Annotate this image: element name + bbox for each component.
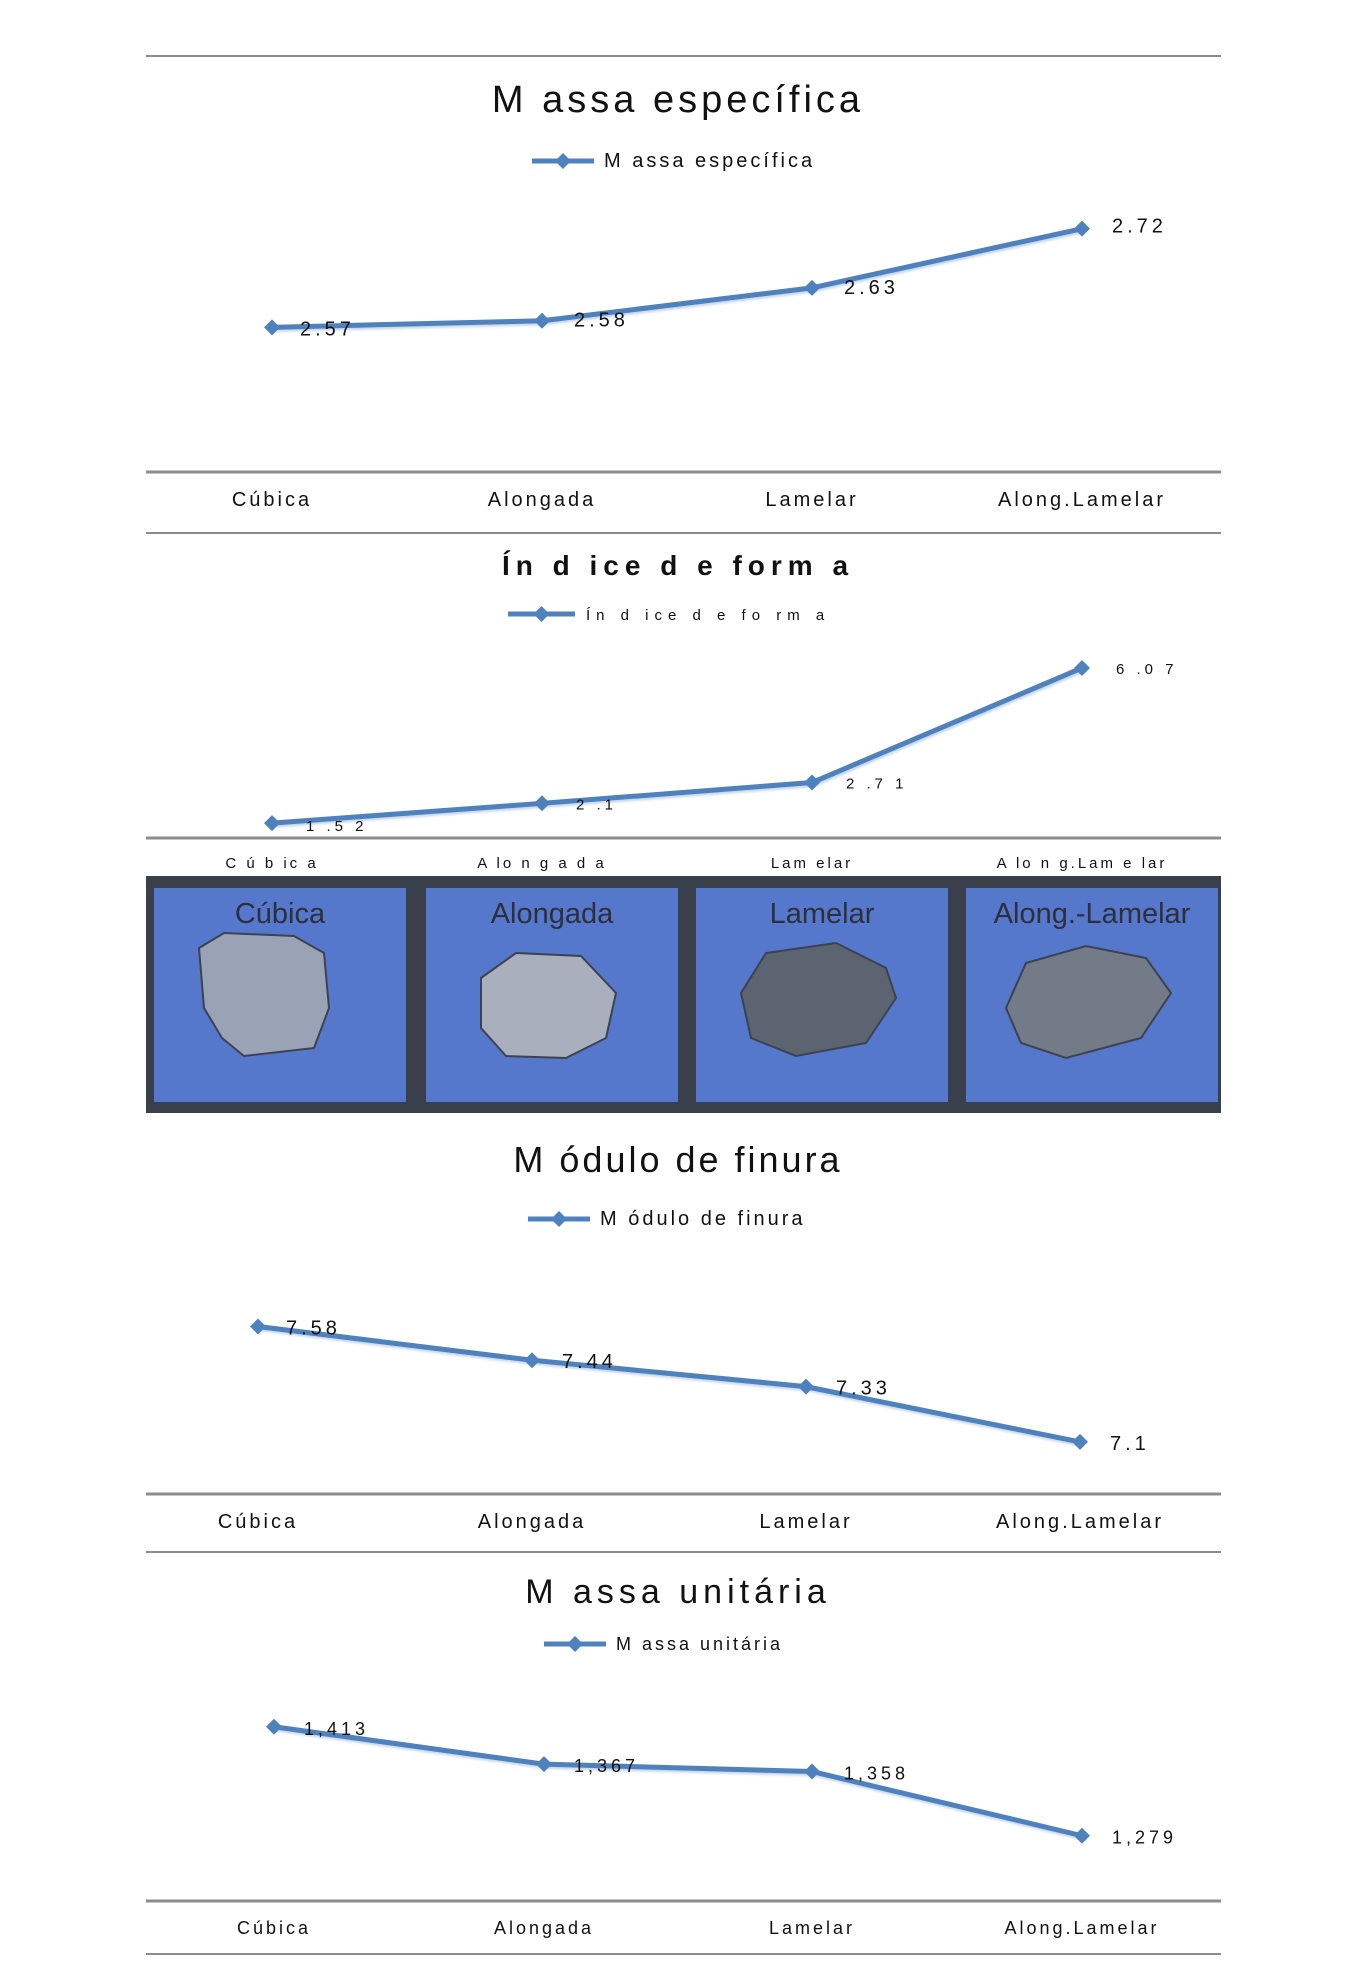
x-tick-label: Along.Lamelar bbox=[998, 489, 1166, 511]
chart-title: M assa unitária bbox=[525, 1573, 831, 1611]
data-label: 2 .1 bbox=[576, 796, 617, 813]
data-label: 1,358 bbox=[844, 1763, 909, 1783]
data-point bbox=[804, 774, 820, 791]
data-point bbox=[1074, 1827, 1090, 1844]
legend-entry: Ín d ice d e fo rm a bbox=[586, 607, 830, 624]
rock-shape bbox=[480, 951, 618, 1060]
data-point bbox=[534, 795, 550, 812]
photo-label: Cúbica bbox=[234, 898, 326, 930]
chart-title: M ódulo de finura bbox=[513, 1139, 842, 1180]
x-tick-label: Cúbica bbox=[237, 1918, 311, 1938]
x-tick-label: A lo n g a d a bbox=[477, 855, 607, 872]
data-label: 1,413 bbox=[304, 1719, 369, 1739]
rock-lamelar-photo bbox=[739, 941, 898, 1058]
x-tick-label: Lamelar bbox=[769, 1918, 855, 1938]
rock-along-lamelar-photo bbox=[1004, 944, 1173, 1060]
rock-alongada-photo bbox=[480, 951, 618, 1060]
data-label: 7.33 bbox=[836, 1378, 891, 1400]
data-label: 1,279 bbox=[1112, 1828, 1177, 1848]
data-point bbox=[264, 815, 280, 832]
series-line bbox=[271, 665, 1083, 826]
photo-label: Along.-Lamelar bbox=[993, 898, 1191, 930]
photo-panel: Lamelar bbox=[696, 888, 948, 1102]
x-tick-label: Lam elar bbox=[771, 855, 853, 872]
legend-entry: M assa unitária bbox=[616, 1634, 783, 1654]
legend-marker bbox=[567, 1636, 583, 1652]
data-label: 2.57 bbox=[300, 318, 355, 340]
chart-1: M assa específica M assa específica 2.57 2.… bbox=[146, 55, 1221, 534]
photo-panel: Alongada bbox=[426, 888, 678, 1102]
photo-label: Alongada bbox=[490, 898, 614, 930]
x-tick-label: Alongada bbox=[488, 489, 597, 511]
photo-panel: Cúbica bbox=[154, 888, 406, 1102]
data-point bbox=[1072, 1433, 1088, 1450]
data-point bbox=[250, 1318, 266, 1335]
rock-shape bbox=[197, 931, 331, 1058]
photo-panel: Along.-Lamelar bbox=[966, 888, 1218, 1102]
x-tick-label: Alongada bbox=[494, 1918, 594, 1938]
data-label: 2 .7 1 bbox=[846, 776, 908, 793]
x-tick-label: Lamelar bbox=[759, 1511, 852, 1533]
data-point bbox=[264, 319, 280, 336]
x-tick-label: Lamelar bbox=[765, 489, 858, 511]
x-tick-label: A lo n g.Lam e lar bbox=[997, 855, 1168, 872]
series-line bbox=[273, 1724, 1083, 1839]
data-point bbox=[534, 312, 550, 329]
chart-4: M assa unitária M assa unitária 1,413 1,367… bbox=[146, 1573, 1221, 1955]
legend-entry: M ódulo de finura bbox=[600, 1208, 806, 1230]
photo-label: Lamelar bbox=[769, 898, 875, 930]
series-line bbox=[271, 226, 1083, 330]
data-label: 2.63 bbox=[844, 277, 899, 299]
legend-entry: M assa específica bbox=[604, 150, 815, 172]
chart-title: Ín d ice d e form a bbox=[502, 550, 854, 581]
data-point bbox=[266, 1718, 282, 1735]
legend-marker bbox=[555, 153, 571, 169]
aggregate-shapes-photo-strip: Cúbica Alongada Lamelar Along.-Lamelar bbox=[146, 876, 1221, 1113]
rock-cubica-photo bbox=[197, 931, 331, 1058]
data-label: 2.72 bbox=[1112, 216, 1167, 238]
data-point bbox=[1074, 220, 1090, 237]
data-point bbox=[798, 1378, 814, 1395]
chart-2: Ín d ice d e form a Ín d ice d e fo rm a 1… bbox=[146, 550, 1221, 872]
x-tick-label: Alongada bbox=[478, 1511, 587, 1533]
legend-marker bbox=[551, 1211, 567, 1227]
data-label: 2.58 bbox=[574, 310, 629, 332]
x-tick-label: C ú b ic a bbox=[225, 855, 318, 872]
data-label: 1,367 bbox=[574, 1756, 639, 1776]
x-tick-label: Along.Lamelar bbox=[996, 1511, 1164, 1533]
data-point bbox=[536, 1756, 552, 1773]
data-point bbox=[524, 1352, 540, 1369]
rock-shape bbox=[739, 941, 898, 1058]
x-tick-label: Cúbica bbox=[218, 1511, 298, 1533]
legend-marker bbox=[533, 606, 550, 622]
data-label: 7.44 bbox=[562, 1351, 617, 1373]
x-tick-label: Cúbica bbox=[232, 489, 312, 511]
data-label: 7.58 bbox=[286, 1318, 341, 1340]
data-point bbox=[1074, 659, 1090, 676]
data-label: 6 .0 7 bbox=[1116, 661, 1178, 678]
series-line bbox=[257, 1324, 1081, 1445]
chart-title: M assa específica bbox=[492, 79, 864, 121]
data-label: 7.1 bbox=[1110, 1433, 1150, 1455]
x-tick-label: Along.Lamelar bbox=[1004, 1918, 1159, 1938]
chart-3: M ódulo de finura M ódulo de finura 7.58 7.… bbox=[146, 1139, 1221, 1553]
data-label: 1 .5 2 bbox=[306, 818, 368, 835]
data-point bbox=[804, 279, 820, 296]
rock-shape bbox=[1004, 944, 1173, 1060]
data-point bbox=[804, 1763, 820, 1780]
